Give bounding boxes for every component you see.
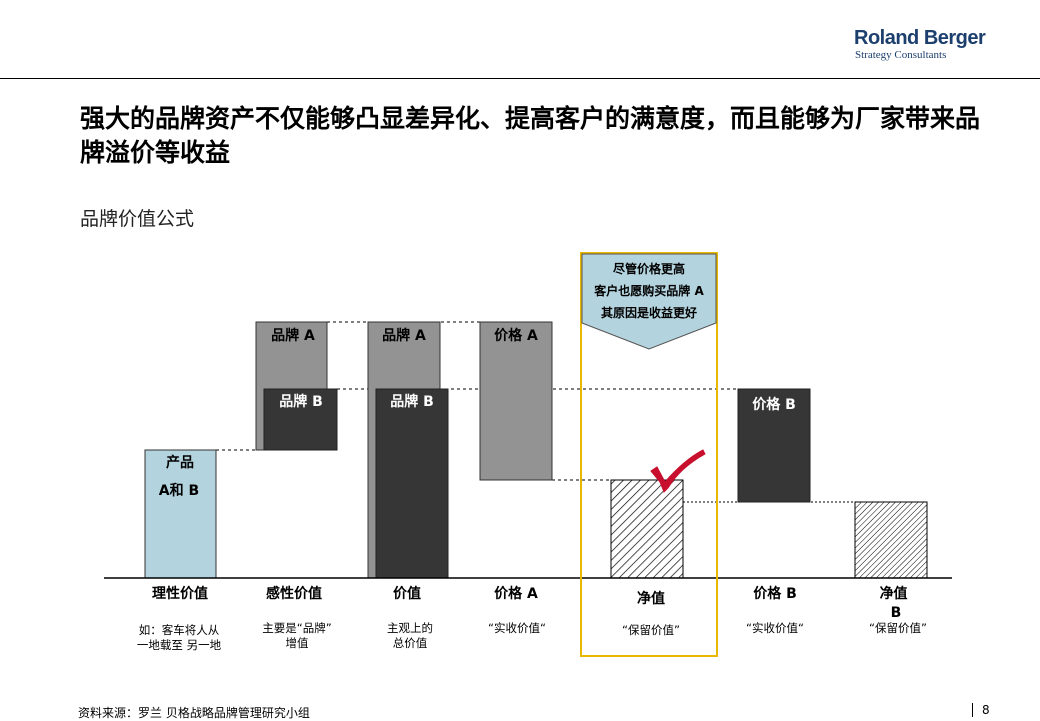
desc-value-line-1: 主观上的 [387, 621, 433, 635]
desc-price-a: “实收价值“ [488, 621, 546, 635]
category-net-value-a: 净值 [637, 590, 665, 607]
desc-value-line-2: 总价值 [393, 636, 428, 650]
callout-highlight-frame [580, 252, 718, 657]
callout-line-1: 尽管价格更高 [613, 261, 685, 276]
desc-rational-line-2: 一地载至 另一地 [137, 638, 222, 652]
desc-rational-line-1: 如：客车将人从 [139, 623, 220, 637]
callout-arrow [581, 253, 717, 350]
bar-product-ab [144, 449, 217, 579]
bar-net-value-b [854, 501, 928, 579]
category-price-a: 价格 A [494, 585, 538, 602]
desc-price-b: “实收价值“ [746, 621, 804, 635]
label-brand-b-1: 品牌 B [279, 393, 323, 410]
category-price-b: 价格 B [753, 585, 797, 602]
desc-net-value-a: “保留价值” [622, 623, 680, 637]
label-brand-a-1: 品牌 A [271, 327, 315, 344]
bar-brand-b-emotional [263, 388, 338, 451]
label-brand-a-2: 品牌 A [382, 327, 426, 344]
source-note: 资料来源：罗兰 贝格战略品牌管理研究小组 [78, 706, 310, 720]
bar-net-value-a [610, 479, 684, 579]
desc-emotional-line-2: 增值 [286, 636, 309, 650]
slide-title: 强大的品牌资产不仅能够凸显差异化、提高客户的满意度，而且能够为厂家带来品牌溢价等… [80, 104, 981, 167]
callout-line-3: 其原因是收益更好 [601, 305, 697, 320]
desc-emotional-line-1: 主要是“品牌” [262, 621, 331, 635]
bar-price-b [737, 388, 811, 503]
bar-price-a [479, 321, 553, 481]
label-product-ab: A和 B [159, 483, 199, 499]
checkmark-icon [650, 449, 706, 493]
roland-berger-logo: Roland Berger [854, 27, 986, 49]
page-number: 8 [972, 703, 990, 717]
slide-subtitle: 品牌价值公式 [80, 208, 195, 230]
label-price-a-bar: 价格 A [494, 327, 538, 344]
label-product: 产品 [166, 454, 194, 471]
callout-line-2: 客户也愿购买品牌 A [593, 283, 704, 298]
category-emotional-value: 感性价值 [266, 585, 322, 602]
header-divider [0, 78, 1040, 79]
label-brand-b-2: 品牌 B [390, 393, 434, 410]
category-rational-value: 理性价值 [152, 585, 208, 602]
category-net-value-b: 净值 B [880, 585, 913, 621]
desc-net-value-b: “保留价值” [869, 621, 927, 635]
label-price-b-bar: 价格 B [752, 396, 796, 413]
category-value: 价值 [393, 585, 421, 602]
bar-brand-b-total [375, 388, 449, 579]
logo-tagline: Strategy Consultants [855, 49, 947, 61]
